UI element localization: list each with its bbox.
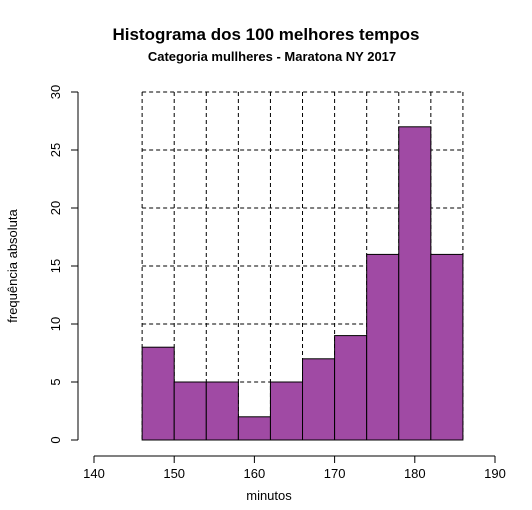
- chart-title: Histograma dos 100 melhores tempos: [112, 25, 419, 44]
- x-tick-label: 150: [163, 466, 185, 481]
- histogram-bar: [398, 126, 432, 441]
- histogram-bar: [173, 381, 207, 441]
- y-tick-label: 15: [48, 259, 63, 273]
- y-tick-label: 0: [48, 436, 63, 443]
- histogram-bar: [205, 381, 239, 441]
- histogram-bar: [269, 381, 304, 441]
- x-tick-label: 160: [244, 466, 266, 481]
- y-tick-label: 25: [48, 143, 63, 157]
- histogram-bar: [141, 346, 175, 441]
- histogram-bar: [334, 335, 368, 441]
- x-axis-label: minutos: [246, 488, 292, 503]
- histogram-bar: [302, 358, 336, 441]
- histogram-bar: [430, 253, 464, 441]
- x-tick-label: 180: [404, 466, 426, 481]
- x-tick-label: 140: [83, 466, 105, 481]
- y-tick-label: 20: [48, 201, 63, 215]
- histogram-bar: [366, 253, 400, 441]
- x-tick-label: 190: [484, 466, 506, 481]
- y-tick-label: 5: [48, 378, 63, 385]
- x-axis: 140 150 160 170 180 190: [83, 455, 506, 481]
- chart-subtitle: Categoria mullheres - Maratona NY 2017: [148, 49, 396, 64]
- y-tick-label: 10: [48, 317, 63, 331]
- y-axis-label: frequência absoluta: [5, 209, 20, 323]
- y-axis: 0 5 10 15 20 25 30: [48, 85, 79, 444]
- histogram-bar: [237, 416, 271, 441]
- y-tick-label: 30: [48, 85, 63, 99]
- histogram-bars: [141, 126, 464, 441]
- x-tick-label: 170: [324, 466, 346, 481]
